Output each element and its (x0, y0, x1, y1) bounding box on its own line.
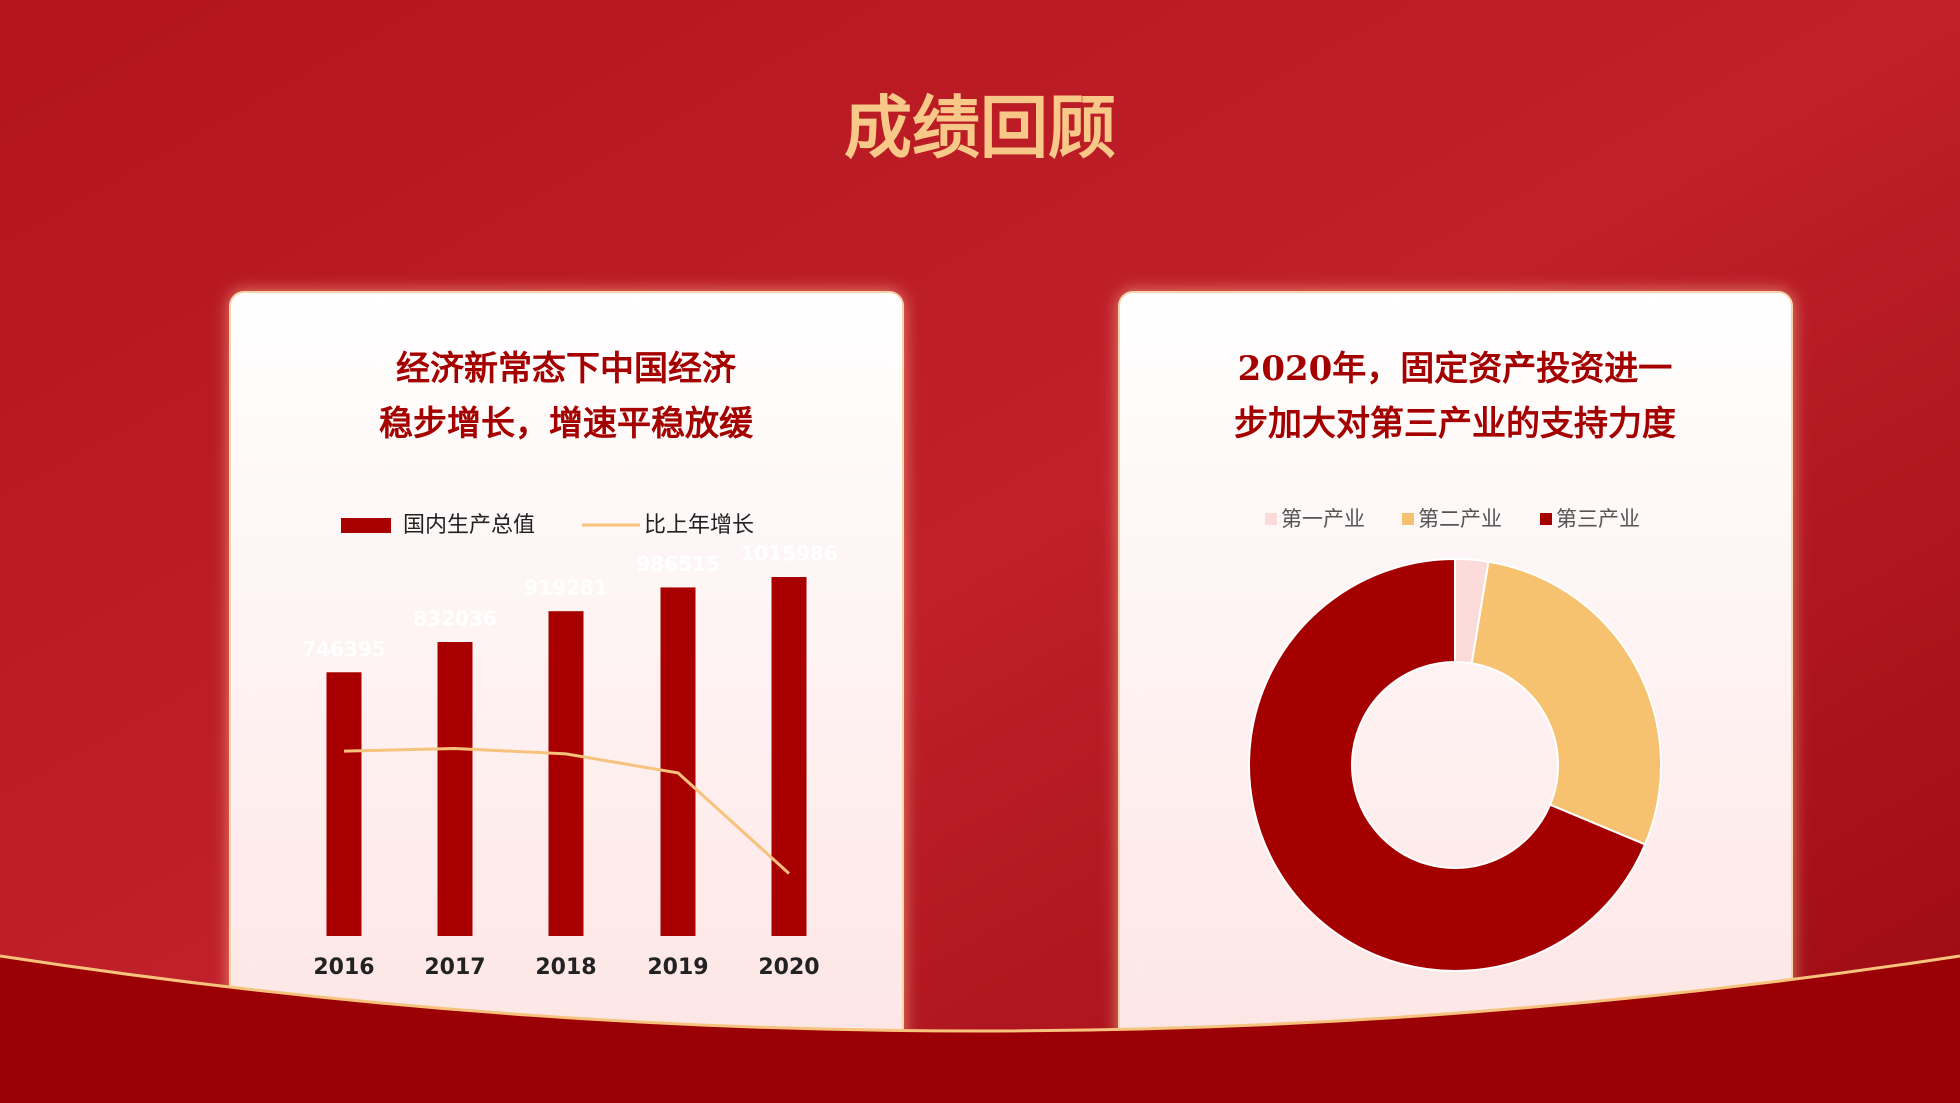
legend-label: 第一产业 (1281, 507, 1365, 531)
legend-label: 第二产业 (1418, 507, 1502, 531)
x-tick-label: 2017 (424, 955, 485, 980)
x-tick-label: 2016 (313, 955, 374, 980)
line (343, 746, 791, 875)
legend-swatch (1402, 513, 1414, 525)
donut-slice (1470, 560, 1662, 846)
card-title: 经济新常态下中国经济 (396, 349, 737, 389)
slide-title: 成绩回顾 (844, 89, 1116, 169)
legend-swatch (1540, 513, 1552, 525)
legend-label: 比上年增长 (644, 513, 754, 538)
data-label: 832036 (413, 607, 497, 631)
data-label: 986515 (636, 552, 720, 576)
x-tick-label: 2019 (647, 955, 708, 980)
legend-swatch (341, 518, 391, 533)
x-tick-label: 2018 (535, 955, 596, 980)
bottom-curve (0, 954, 1960, 1033)
bottom-band (0, 956, 1960, 1103)
legend-label: 第三产业 (1556, 507, 1640, 531)
card-title: 2020年，固定资产投资进一 (1238, 349, 1673, 389)
legend-label: 国内生产总值 (403, 513, 535, 538)
bar (548, 611, 584, 936)
bar (660, 587, 696, 936)
data-label: 1015986 (740, 542, 837, 566)
donut-slice (1248, 557, 1647, 972)
x-tick-label: 2020 (758, 955, 819, 980)
card-title: 步加大对第三产业的支持力度 (1234, 404, 1676, 444)
data-label: 746395 (302, 637, 386, 661)
legend-swatch (1265, 513, 1277, 525)
data-label: 919281 (524, 576, 608, 600)
card-title: 稳步增长，增速平稳放缓 (379, 404, 754, 444)
bar (437, 642, 473, 936)
bar (326, 672, 362, 936)
bar (771, 577, 807, 936)
